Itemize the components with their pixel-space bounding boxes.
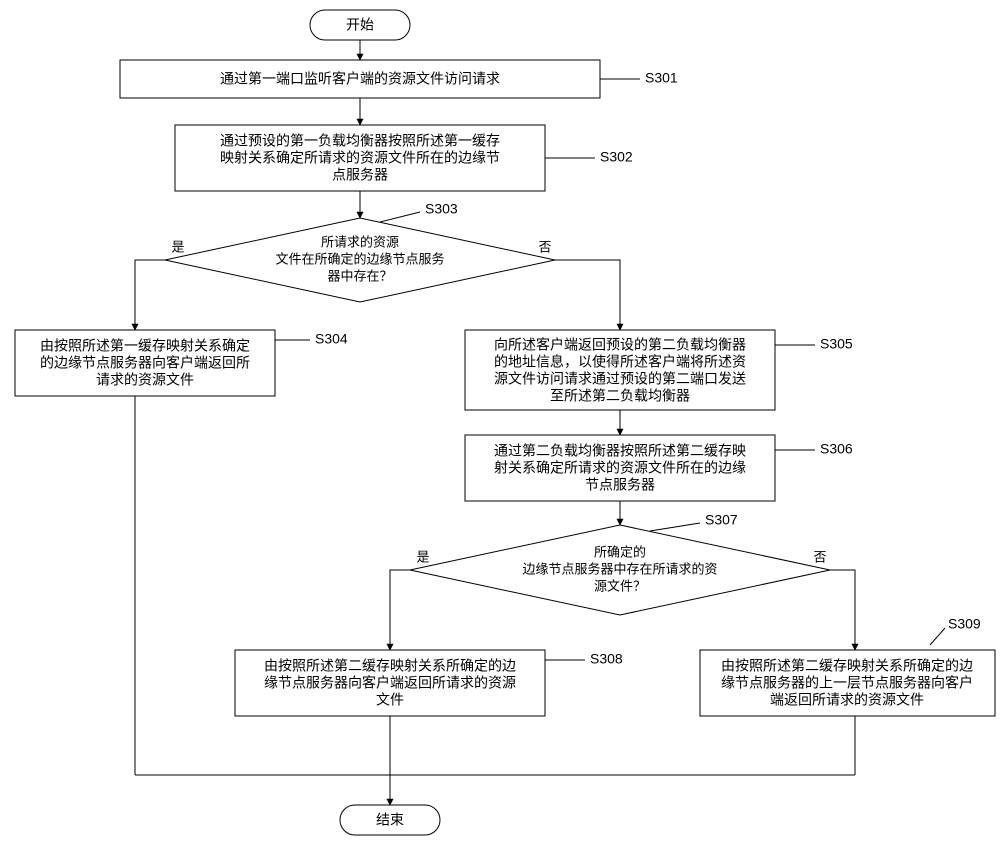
- start-node: 开始: [310, 10, 410, 40]
- s301-text: 通过第一端口监听客户端的资源文件访问请求: [220, 71, 500, 87]
- s307-text-1: 边缘节点服务器中存在所请求的资: [522, 561, 717, 576]
- label-leader: [380, 212, 420, 222]
- s306-text-0: 通过第二负载均衡器按照所述第二缓存映: [494, 443, 746, 459]
- s307-yes: 是: [416, 549, 429, 564]
- s303-yes: 是: [171, 239, 184, 254]
- s303-node: 所请求的资源 文件在所确定的边缘节点服务 器中存在？: [165, 218, 555, 302]
- label-leader: [930, 628, 945, 645]
- s302-text-1: 映射关系确定所请求的资源文件所在的边缘节: [220, 150, 500, 166]
- s307-text-2: 源文件？: [594, 578, 646, 593]
- label-leader: [650, 523, 700, 531]
- s305-text-0: 向所述客户端返回预设的第二负载均衡器: [494, 337, 746, 353]
- s307-text-0: 所确定的: [594, 544, 646, 559]
- s306-text-2: 节点服务器: [585, 477, 655, 493]
- s302-text-0: 通过预设的第一负载均衡器按照所述第一缓存: [220, 133, 500, 149]
- end-label: 结束: [376, 812, 404, 828]
- s307-no: 否: [813, 549, 826, 564]
- s309-text-0: 由按照所述第二缓存映射关系所确定的边: [721, 658, 973, 674]
- s304-text-0: 由按照所述第一缓存映射关系确定: [40, 338, 250, 354]
- s305-text-3: 至所述第二负载均衡器: [550, 388, 690, 404]
- s306-label: S306: [820, 441, 853, 457]
- s308-text-0: 由按照所述第二缓存映射关系所确定的边: [264, 658, 516, 674]
- s303-text-0: 所请求的资源: [321, 234, 399, 249]
- s304-node: 由按照所述第一缓存映射关系确定 的边缘节点服务器向客户端返回所 请求的资源文件: [15, 330, 275, 396]
- s308-text-2: 文件: [376, 692, 404, 708]
- s305-text-2: 源文件访问请求通过预设的第二端口发送: [494, 371, 746, 387]
- edge-yes: [135, 260, 165, 330]
- edge-no: [830, 570, 855, 650]
- s302-label: S302: [600, 149, 633, 165]
- s308-node: 由按照所述第二缓存映射关系所确定的边 缘节点服务器向客户端返回所请求的资源 文件: [235, 650, 545, 716]
- s305-label: S305: [820, 336, 853, 352]
- s305-node: 向所述客户端返回预设的第二负载均衡器 的地址信息，以使得所述客户端将所述资 源文…: [465, 330, 775, 410]
- edge-yes: [390, 570, 410, 650]
- s307-node: 所确定的 边缘节点服务器中存在所请求的资 源文件？: [410, 525, 830, 615]
- s306-text-1: 射关系确定所请求的资源文件所在的边缘: [494, 460, 746, 476]
- s304-text-2: 请求的资源文件: [96, 372, 194, 388]
- s309-text-2: 端返回所请求的资源文件: [770, 692, 924, 708]
- s301-label: S301: [645, 70, 678, 86]
- s303-label: S303: [425, 201, 458, 217]
- s303-text-1: 文件在所确定的边缘节点服务: [275, 251, 444, 266]
- flowchart: 开始 通过第一端口监听客户端的资源文件访问请求 S301 通过预设的第一负载均衡…: [0, 0, 1000, 860]
- s302-text-2: 点服务器: [332, 167, 388, 183]
- s302-node: 通过预设的第一负载均衡器按照所述第一缓存 映射关系确定所请求的资源文件所在的边缘…: [175, 125, 545, 191]
- s304-label: S304: [315, 331, 348, 347]
- s308-text-1: 缘节点服务器向客户端返回所请求的资源: [264, 675, 516, 691]
- s309-text-1: 缘节点服务器的上一层节点服务器向客户: [721, 675, 973, 691]
- s301-node: 通过第一端口监听客户端的资源文件访问请求: [120, 60, 600, 98]
- s307-label: S307: [705, 512, 738, 528]
- s303-text-2: 器中存在？: [327, 268, 392, 283]
- s305-text-1: 的地址信息，以使得所述客户端将所述资: [494, 354, 746, 370]
- edge-no: [555, 260, 620, 330]
- start-label: 开始: [346, 17, 374, 33]
- s309-node: 由按照所述第二缓存映射关系所确定的边 缘节点服务器的上一层节点服务器向客户 端返…: [700, 650, 995, 716]
- s309-label: S309: [948, 616, 981, 632]
- s308-label: S308: [590, 651, 623, 667]
- end-node: 结束: [340, 805, 440, 835]
- s304-text-1: 的边缘节点服务器向客户端返回所: [40, 355, 250, 371]
- s306-node: 通过第二负载均衡器按照所述第二缓存映 射关系确定所请求的资源文件所在的边缘 节点…: [465, 435, 775, 501]
- s303-no: 否: [538, 239, 551, 254]
